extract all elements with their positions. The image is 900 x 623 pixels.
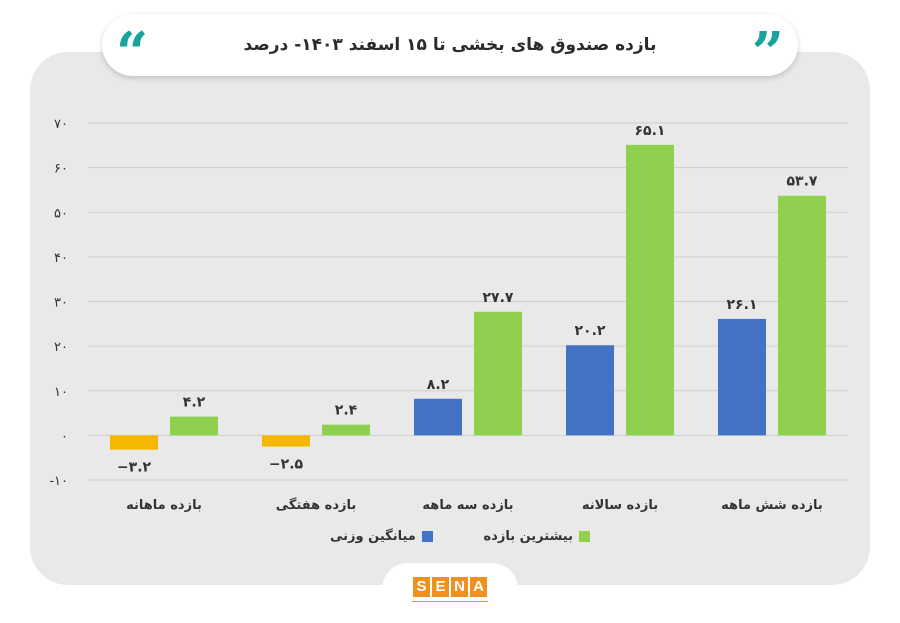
title-bar: “ بازده صندوق های بخشی تا ۱۵ اسفند ۱۴۰۳-…: [102, 14, 798, 84]
data-label: ۸.۲: [427, 377, 450, 393]
bar-max: [626, 144, 674, 436]
data-label: ۲.۴: [335, 403, 358, 419]
bar-max: [170, 416, 218, 436]
y-tick-label: ۵۰: [54, 206, 68, 221]
data-label: ۲۶.۱: [727, 297, 758, 313]
legend-item-average: میانگین وزنی: [330, 529, 433, 544]
legend-swatch-max: [579, 530, 590, 542]
y-tick-label: ۱۰: [54, 385, 68, 400]
bar-average: [262, 435, 310, 447]
category-label: بازده سه ماهه: [422, 498, 513, 513]
data-label: −۲.۵: [269, 457, 304, 473]
data-label: ۲۰.۲: [575, 323, 606, 339]
y-tick-label: ۴۰: [54, 251, 68, 266]
bar-max: [322, 424, 370, 436]
bar-average: [414, 398, 462, 436]
logo-tab: S E N A: [382, 563, 518, 623]
y-tick-label: ۶۰: [54, 162, 68, 177]
logo-letter: N: [451, 577, 468, 597]
logo-underline: [412, 601, 488, 605]
open-quote-icon: “: [116, 20, 149, 86]
y-tick-label: ۲۰: [54, 340, 68, 355]
data-label: ۵۳.۷: [787, 174, 818, 190]
sena-logo: S E N A: [413, 577, 487, 599]
data-label: ۲۷.۷: [483, 290, 514, 306]
category-label: بازده شش ماهه: [721, 498, 823, 513]
category-label: بازده سالانه: [582, 498, 658, 513]
category-label: بازده هفتگی: [276, 497, 357, 513]
bar-max: [474, 311, 522, 436]
logo-letter: E: [432, 577, 449, 597]
legend-item-max: بیشترین بازده: [483, 529, 590, 544]
chart-legend: بیشترین بازده میانگین وزنی: [330, 524, 590, 548]
close-quote-icon: ”: [751, 20, 784, 86]
y-tick-label: -۱۰: [49, 474, 68, 489]
data-label: ۶۵.۱: [635, 123, 666, 139]
bar-average: [718, 318, 766, 436]
logo-letter: A: [470, 577, 487, 597]
y-tick-label: ۳۰: [54, 296, 68, 311]
chart-title: بازده صندوق های بخشی تا ۱۵ اسفند ۱۴۰۳- د…: [243, 35, 657, 55]
y-tick-label: ۷۰: [54, 117, 68, 132]
legend-label-max: بیشترین بازده: [483, 528, 573, 544]
logo-letter: S: [413, 577, 430, 597]
legend-swatch-average: [421, 530, 433, 542]
legend-label-average: میانگین وزنی: [330, 528, 416, 544]
bar-average: [566, 345, 614, 436]
bar-max: [778, 195, 826, 436]
category-label: بازده ماهانه: [126, 498, 202, 513]
bar-average: [110, 435, 158, 450]
y-tick-label: ۰: [61, 429, 68, 444]
data-label: −۳.۲: [117, 460, 152, 476]
data-label: ۴.۲: [183, 395, 206, 411]
chart-card: [30, 52, 870, 585]
